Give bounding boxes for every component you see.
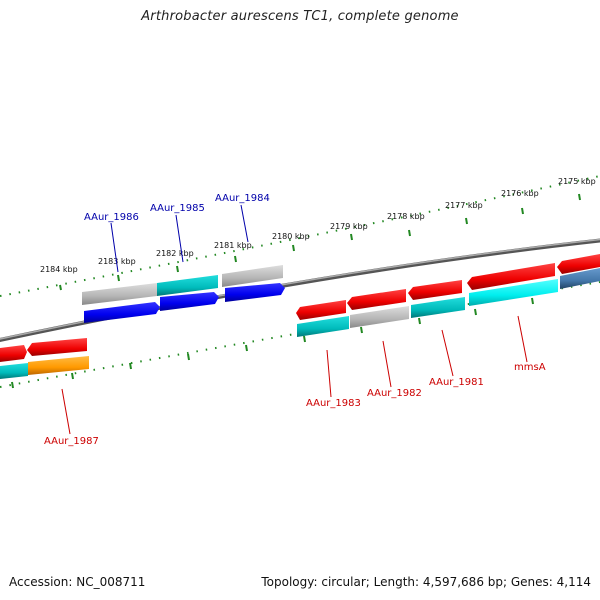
- inner-scale-ring: [0, 281, 600, 389]
- gene-cog-block: [297, 316, 349, 337]
- lower-leader-lines: [61, 315, 528, 435]
- gene-label-aaur-1985: AAur_1985: [150, 203, 205, 214]
- gene-arrow-aaur-1986: [84, 302, 160, 323]
- reverse-cog-ring: [0, 268, 600, 379]
- gene-arrow-mmsa: [467, 263, 555, 290]
- tick-label: 2184 kbp: [40, 265, 78, 274]
- gene-label-mmsa: mmsA: [514, 362, 546, 373]
- gene-cog-block: [560, 268, 600, 289]
- tick-label: 2181 kbp: [214, 241, 252, 250]
- inner-major-ticks: [11, 297, 534, 389]
- tick-label: 2177 kbp: [445, 201, 483, 210]
- forward-cog-ring: [82, 265, 283, 305]
- tick-label: 2180 kbp: [272, 232, 310, 241]
- gene-cog-block: [411, 297, 465, 318]
- gene-label-aaur-1983: AAur_1983: [306, 398, 361, 409]
- tick-label: 2182 kbp: [156, 249, 194, 258]
- tick-label: 2175 kbp: [558, 177, 596, 186]
- gene-arrow-aaur-1985: [160, 292, 219, 311]
- gene-cog-block: [350, 306, 409, 328]
- tick-label: 2176 kbp: [501, 189, 539, 198]
- gene-cog-block: [222, 265, 283, 287]
- forward-cds-ring: [84, 283, 285, 323]
- gene-arrow-aaur-1981: [408, 280, 462, 300]
- gene-cog-block: [157, 275, 218, 296]
- gene-cog-block: [0, 363, 28, 379]
- gene-cog-block: [82, 283, 157, 305]
- lower-gene-labels: AAur_1987 AAur_1983 AAur_1982 AAur_1981 …: [44, 362, 546, 447]
- gene-label-aaur-1982: AAur_1982: [367, 388, 422, 399]
- gene-arrow-aaur-1982: [347, 289, 406, 310]
- upper-leader-lines: [110, 204, 249, 273]
- gene-arrow-aaur-1984: [225, 283, 285, 302]
- gene-arrow: [557, 254, 600, 274]
- accession-text: Accession: NC_008711: [9, 575, 146, 589]
- gene-cog-block: [469, 279, 558, 306]
- tick-labels: 2184 kbp 2183 kbp 2182 kbp 2181 kbp 2180…: [40, 177, 596, 274]
- tick-label: 2179 kbp: [330, 222, 368, 231]
- genome-summary-text: Topology: circular; Length: 4,597,686 bp…: [261, 575, 591, 589]
- map-title: Arthrobacter aurescens TC1, complete gen…: [141, 9, 459, 24]
- reverse-cds-ring: [0, 254, 600, 362]
- upper-gene-labels: AAur_1986 AAur_1985 AAur_1984: [84, 193, 270, 223]
- gene-arrow-aaur-1983: [296, 300, 346, 320]
- gene-label-aaur-1987: AAur_1987: [44, 436, 99, 447]
- gene-label-aaur-1986: AAur_1986: [84, 212, 139, 223]
- major-ticks: [59, 193, 581, 291]
- outer-scale-ring: [0, 175, 600, 297]
- gene-label-aaur-1984: AAur_1984: [215, 193, 270, 204]
- gene-arrow: [27, 338, 87, 356]
- tick-label: 2178 kbp: [387, 212, 425, 221]
- gene-cog-block: [28, 356, 89, 375]
- gene-label-aaur-1981: AAur_1981: [429, 377, 484, 388]
- gene-arrow: [0, 345, 27, 362]
